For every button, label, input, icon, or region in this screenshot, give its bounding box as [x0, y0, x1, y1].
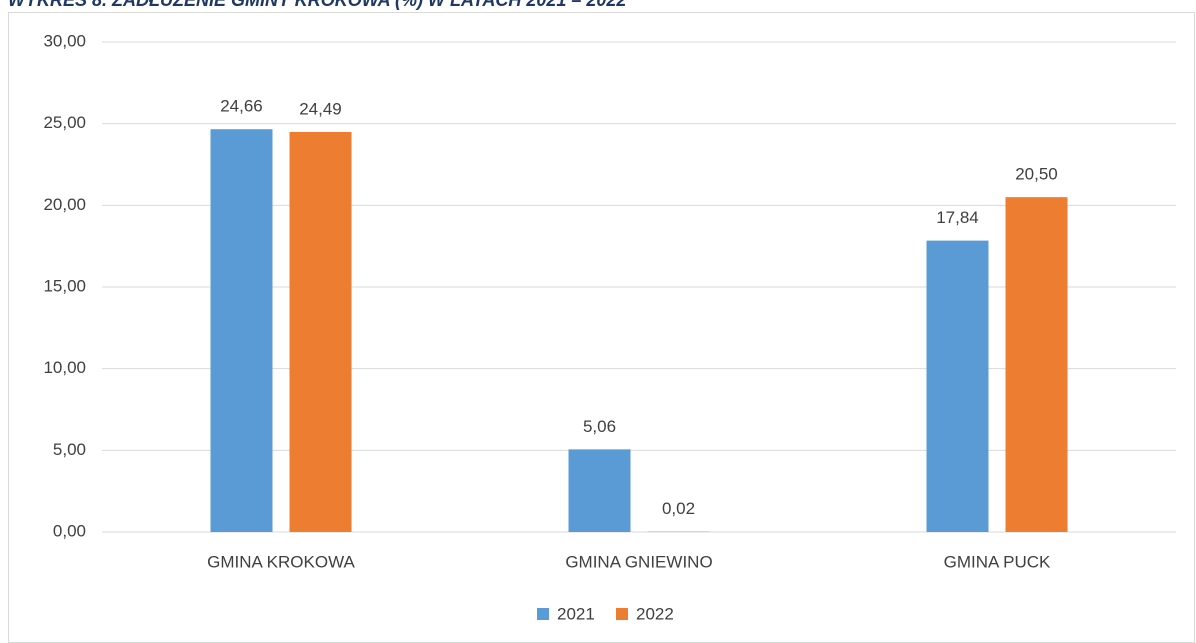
- bar: [210, 129, 273, 532]
- data-label: 20,50: [1015, 165, 1058, 184]
- legend-label: 2022: [636, 604, 674, 623]
- chart-title: WYKRES 8. ZADŁUŻENIE GMINY KROKOWA (%) W…: [8, 0, 626, 10]
- data-label: 17,84: [936, 208, 979, 227]
- legend-swatch: [537, 608, 549, 620]
- bar: [926, 240, 989, 532]
- x-tick-label: GMINA KROKOWA: [207, 552, 355, 571]
- y-tick-label: 25,00: [43, 113, 86, 132]
- data-label: 0,02: [662, 499, 695, 518]
- data-label: 24,66: [220, 97, 263, 116]
- y-tick-label: 10,00: [43, 358, 86, 377]
- y-tick-label: 15,00: [43, 276, 86, 295]
- legend-swatch: [616, 608, 628, 620]
- legend-label: 2021: [557, 604, 595, 623]
- y-tick-label: 0,00: [53, 521, 86, 540]
- y-tick-label: 30,00: [43, 31, 86, 50]
- bar: [568, 449, 631, 532]
- x-tick-label: GMINA GNIEWINO: [565, 552, 712, 571]
- data-label: 5,06: [583, 417, 616, 436]
- data-label: 24,49: [299, 99, 342, 118]
- bar: [1005, 197, 1068, 532]
- chart-frame: [8, 12, 1195, 643]
- x-tick-label: GMINA PUCK: [944, 552, 1051, 571]
- bar: [289, 131, 352, 532]
- y-tick-label: 20,00: [43, 195, 86, 214]
- y-tick-label: 5,00: [53, 440, 86, 459]
